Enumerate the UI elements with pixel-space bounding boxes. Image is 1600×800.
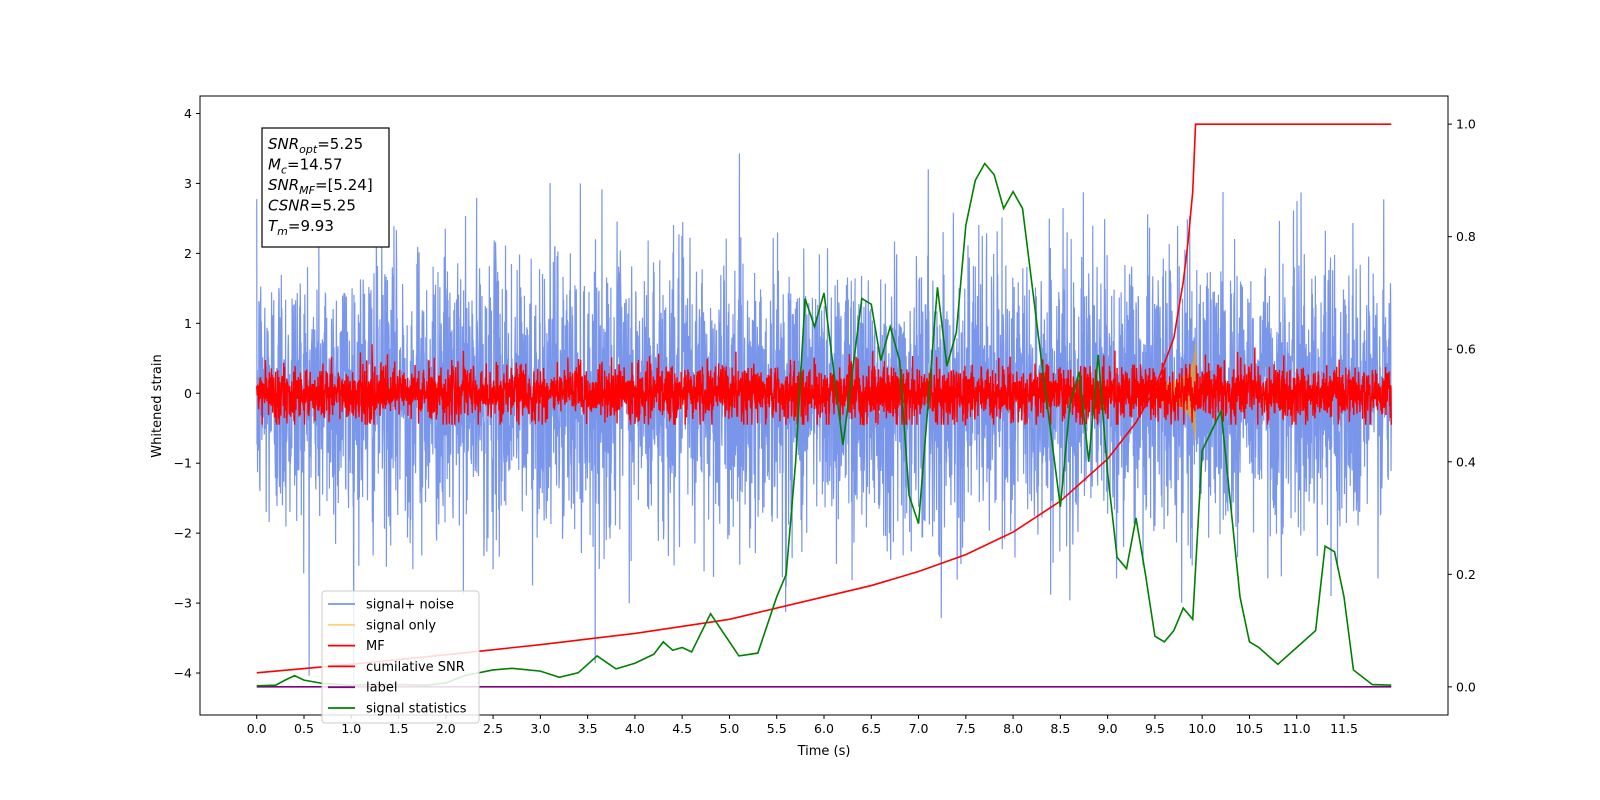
- y-tick-label: 2: [184, 246, 192, 261]
- info-subscript: m: [277, 225, 288, 238]
- axes-frame: [199, 95, 1449, 716]
- x-tick-label: 0.0: [247, 721, 267, 736]
- series-mf-line: [256, 344, 1392, 426]
- x-tick-label: 0.5: [294, 721, 314, 736]
- y-tick-label: −2: [174, 526, 192, 541]
- x-tick-label: 2.5: [483, 721, 503, 736]
- x-tick-label: 5.5: [767, 721, 787, 736]
- info-symbol: CSNR: [268, 197, 310, 215]
- info-line: Mc=14.57: [268, 156, 343, 177]
- x-tick-label: 6.5: [861, 721, 881, 736]
- right-tick-label: 0.0: [1456, 679, 1476, 694]
- x-tick-label: 8.0: [1003, 721, 1023, 736]
- legend-label-signal-only: signal only: [366, 618, 436, 633]
- x-tick-label: 1.0: [341, 721, 361, 736]
- y-tick-label: 3: [184, 176, 192, 191]
- legend-label-label: label: [366, 681, 397, 696]
- y-tick-label: −3: [174, 596, 192, 611]
- info-line: Tm=9.93: [268, 217, 334, 238]
- info-box-frame: [261, 127, 390, 248]
- y-axis-label: Whitened strain: [150, 354, 165, 457]
- legend-items: signal+ noise signal only MF cumilative SNR…: [328, 598, 467, 717]
- series-signal-statistics-line: [256, 162, 1392, 687]
- x-axis-ticks: 0.0 0.5 1.0 1.5 2.0 2.5 3.0 3.5 4.0 4.5 5.0 5.5 6.0 6…: [247, 715, 1358, 736]
- x-tick-label: 10.5: [1236, 721, 1264, 736]
- right-tick-label: 1.0: [1456, 117, 1476, 132]
- info-line: SNRMF=[5.24]: [268, 176, 373, 197]
- right-tick-label: 0.6: [1456, 342, 1476, 357]
- y-axis-ticks: −4 −3 −2 −1 0 1 2 3 4: [174, 106, 200, 681]
- info-subscript: MF: [299, 184, 315, 197]
- x-tick-label: 7.0: [909, 721, 929, 736]
- info-value: =9.93: [288, 217, 334, 235]
- series-cumilative-snr-line: [256, 123, 1392, 674]
- info-value: =5.25: [317, 135, 363, 153]
- y-tick-label: −4: [174, 666, 192, 681]
- legend-label-signal-noise: signal+ noise: [366, 598, 454, 613]
- x-tick-label: 1.5: [389, 721, 409, 736]
- info-symbol: SNR: [268, 176, 299, 194]
- info-symbol: T: [268, 217, 279, 235]
- y-tick-label: 1: [184, 316, 192, 331]
- x-tick-label: 3.5: [578, 721, 598, 736]
- x-tick-label: 10.0: [1188, 721, 1216, 736]
- legend: signal+ noise signal only MF cumilative SNR…: [321, 590, 480, 724]
- info-value: =14.57: [287, 156, 343, 174]
- right-tick-label: 0.2: [1456, 567, 1476, 582]
- x-tick-label: 5.0: [720, 721, 740, 736]
- x-tick-label: 11.0: [1283, 721, 1311, 736]
- legend-label-signal-statistics: signal statistics: [366, 702, 467, 717]
- info-box: SNRopt=5.25Mc=14.57SNRMF=[5.24]CSNR=5.25…: [261, 127, 390, 248]
- x-tick-label: 8.5: [1050, 721, 1070, 736]
- x-tick-label: 11.5: [1330, 721, 1358, 736]
- legend-label-mf: MF: [366, 639, 385, 654]
- info-symbol: M: [268, 156, 281, 174]
- right-tick-label: 0.4: [1456, 454, 1476, 469]
- right-tick-label: 0.8: [1456, 229, 1476, 244]
- x-tick-label: 9.0: [1098, 721, 1118, 736]
- legend-label-cumilative-snr: cumilative SNR: [366, 660, 465, 675]
- x-tick-label: 7.5: [956, 721, 976, 736]
- x-tick-label: 4.5: [672, 721, 692, 736]
- info-line: CSNR=5.25: [268, 197, 356, 215]
- right-axis-ticks: 0.0 0.2 0.4 0.6 0.8 1.0: [1448, 117, 1476, 694]
- x-tick-label: 3.0: [530, 721, 550, 736]
- info-box-lines: SNRopt=5.25Mc=14.57SNRMF=[5.24]CSNR=5.25…: [268, 135, 373, 238]
- info-line: SNRopt=5.25: [268, 135, 363, 156]
- x-axis-label: Time (s): [797, 744, 851, 759]
- x-tick-label: 6.0: [814, 721, 834, 736]
- info-subscript: opt: [299, 143, 318, 156]
- info-symbol: SNR: [268, 135, 299, 153]
- x-tick-label: 9.5: [1145, 721, 1165, 736]
- info-subscript: c: [281, 164, 287, 177]
- x-tick-label: 4.0: [625, 721, 645, 736]
- info-value: =5.25: [310, 197, 356, 215]
- y-tick-label: −1: [174, 456, 192, 471]
- y-tick-label: 0: [184, 386, 192, 401]
- x-tick-label: 2.0: [436, 721, 456, 736]
- legend-frame: [321, 590, 480, 724]
- info-value: =[5.24]: [315, 176, 373, 194]
- y-tick-label: 4: [184, 106, 192, 121]
